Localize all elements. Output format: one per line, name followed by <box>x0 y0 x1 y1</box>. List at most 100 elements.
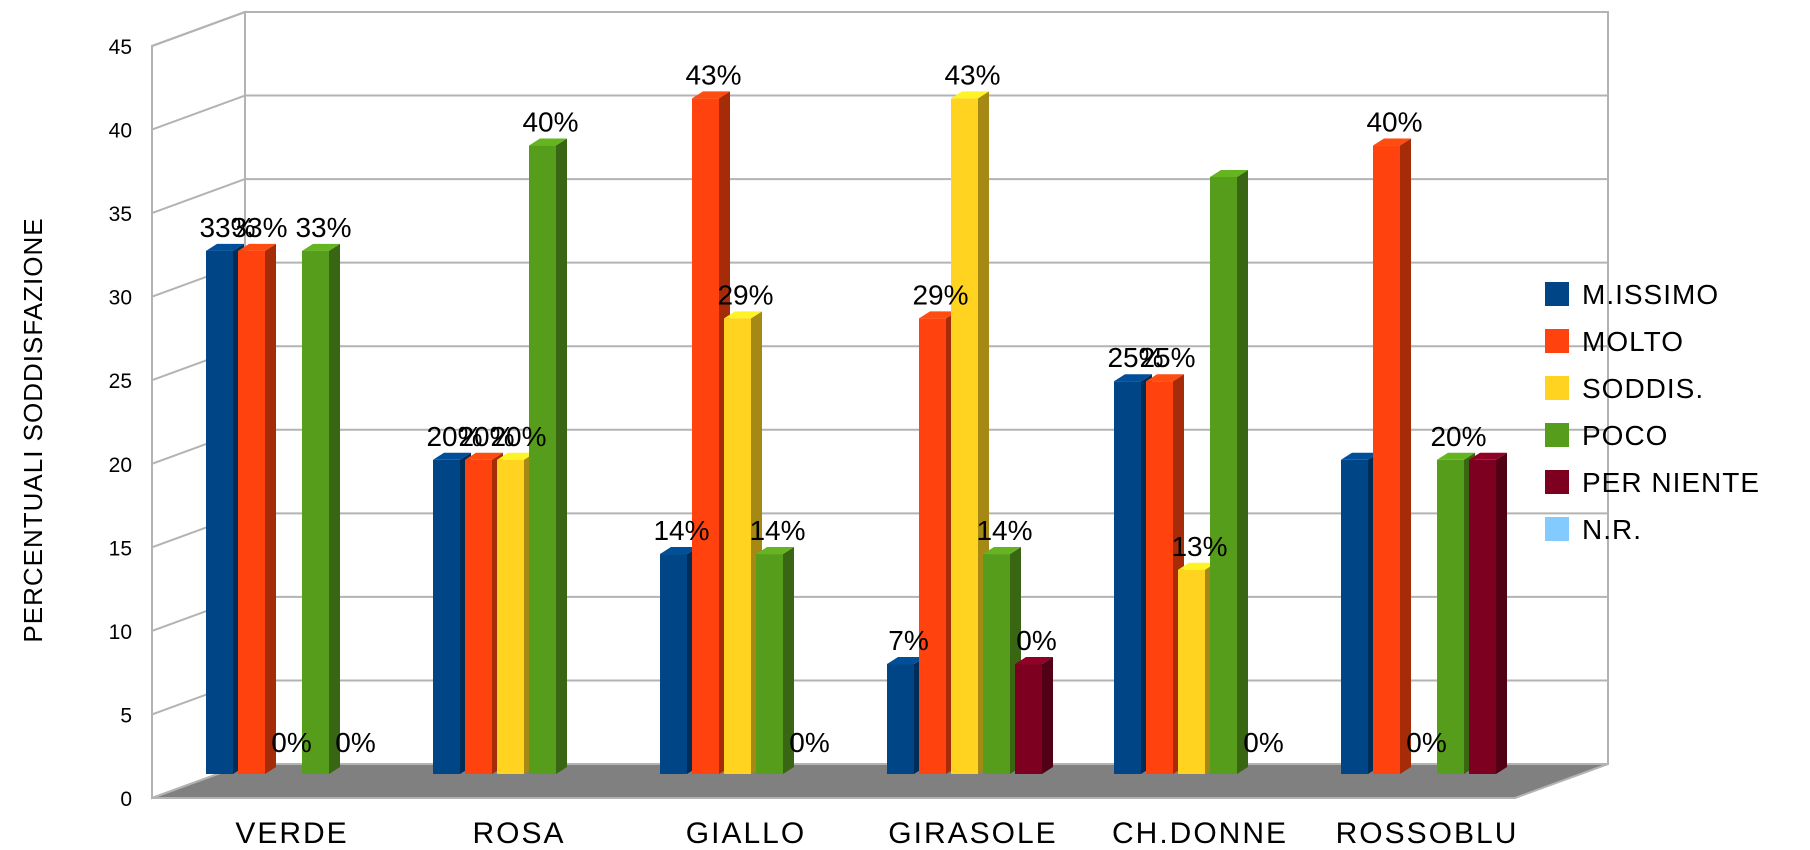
x-axis-categories: VERDE ROSA GIALLO GIRASOLE CH.DONNE ROSSOBLU <box>235 817 1519 850</box>
bar-side <box>1496 452 1507 774</box>
bar-side <box>783 547 794 774</box>
bar <box>1437 459 1464 774</box>
legend-label: PER NIENTE <box>1582 467 1760 498</box>
bar <box>1015 664 1042 774</box>
bar <box>1178 569 1205 774</box>
data-label: 0% <box>1243 727 1283 758</box>
bar-top <box>238 243 276 251</box>
bar <box>497 459 524 774</box>
bar-top <box>919 311 957 319</box>
y-tick-label: 0 <box>120 788 132 811</box>
bar <box>529 145 556 775</box>
data-label: 20% <box>458 421 514 452</box>
bar-top <box>1178 562 1216 570</box>
bar <box>1373 145 1400 775</box>
x-category-label: GIALLO <box>686 817 806 850</box>
data-label: 20% <box>1430 421 1486 452</box>
data-label: 13% <box>1171 531 1227 562</box>
legend-swatch <box>1545 282 1569 306</box>
data-label: 14% <box>976 515 1032 546</box>
data-label: 0% <box>1016 625 1056 656</box>
data-label: 40% <box>522 107 578 138</box>
legend-label: POCO <box>1582 420 1668 451</box>
data-label: 33% <box>199 212 255 243</box>
bar-side <box>556 138 567 775</box>
legend-swatch <box>1545 470 1569 494</box>
y-tick-label: 40 <box>109 120 132 143</box>
bar <box>433 459 460 774</box>
y-tick-label: 15 <box>109 537 132 560</box>
bar-top <box>951 91 989 99</box>
legend-label: MOLTO <box>1582 326 1684 357</box>
data-label: 0% <box>271 727 311 758</box>
bar-side <box>1237 169 1248 774</box>
data-label: 40% <box>1366 107 1422 138</box>
legend-swatch <box>1545 423 1569 447</box>
bar-top <box>1015 657 1053 665</box>
y-tick-label: 30 <box>109 287 132 310</box>
data-label: 33% <box>231 212 287 243</box>
data-label: 7% <box>888 625 928 656</box>
gridline-side <box>151 178 246 215</box>
bar-top <box>1437 452 1475 460</box>
bar-side <box>265 243 276 774</box>
bar <box>302 250 329 774</box>
y-tick-label: 25 <box>109 370 132 393</box>
bar-top <box>724 311 762 319</box>
x-category-label: ROSA <box>472 817 565 850</box>
data-label: 33% <box>295 212 351 243</box>
legend-swatch <box>1545 517 1569 541</box>
x-category-label: ROSSOBLU <box>1336 817 1519 850</box>
data-label: 29% <box>912 279 968 310</box>
data-label: 43% <box>944 59 1000 90</box>
x-category-label: VERDE <box>235 817 348 850</box>
bar-top <box>1469 452 1507 460</box>
bar-top <box>433 452 471 460</box>
legend-label: M.ISSIMO <box>1582 279 1719 310</box>
bar-top <box>206 243 244 251</box>
y-tick-label: 10 <box>109 621 132 644</box>
legend-swatch <box>1545 376 1569 400</box>
bar <box>465 459 492 774</box>
bar-top <box>660 547 698 555</box>
gridline-side <box>151 94 246 131</box>
bar <box>1146 381 1173 774</box>
data-label: 43% <box>685 59 741 90</box>
bar-top <box>1146 374 1184 382</box>
bar-top <box>1373 138 1411 146</box>
data-label: 0% <box>335 727 375 758</box>
x-category-label: GIRASOLE <box>888 817 1057 850</box>
y-axis-label: PERCENTUALI SODDISFAZIONE <box>18 217 48 642</box>
bar-top <box>1114 374 1152 382</box>
data-labels: 33%33%0%33%0%20%20%20%40%14%43%29%14%0%7… <box>199 59 1486 758</box>
data-label: 0% <box>1406 727 1446 758</box>
bar <box>983 554 1010 774</box>
bar-side <box>1042 657 1053 774</box>
bar-top <box>983 547 1021 555</box>
data-label: 25% <box>1139 342 1195 373</box>
data-label: 25% <box>1107 342 1163 373</box>
legend-label: N.R. <box>1582 514 1642 545</box>
bar-top <box>1210 169 1248 177</box>
bar-top <box>497 452 535 460</box>
bar <box>951 98 978 774</box>
y-tick-label: 20 <box>109 454 132 477</box>
bar-top <box>1341 452 1379 460</box>
data-label: 29% <box>717 279 773 310</box>
legend-swatch <box>1545 329 1569 353</box>
bar <box>1210 176 1237 774</box>
bar-side <box>329 243 340 774</box>
bar <box>206 250 233 774</box>
bar <box>756 554 783 774</box>
bar-top <box>302 243 340 251</box>
bar-top <box>887 657 925 665</box>
gridline-side <box>151 11 246 47</box>
bar-top <box>756 547 794 555</box>
bar <box>238 250 265 774</box>
bar <box>1114 381 1141 774</box>
bar-side <box>1400 138 1411 775</box>
bar-top <box>465 452 503 460</box>
y-axis-ticks: 0 5 10 15 20 25 30 35 40 45 <box>109 36 132 811</box>
y-tick-label: 35 <box>109 203 132 226</box>
data-label: 0% <box>789 727 829 758</box>
